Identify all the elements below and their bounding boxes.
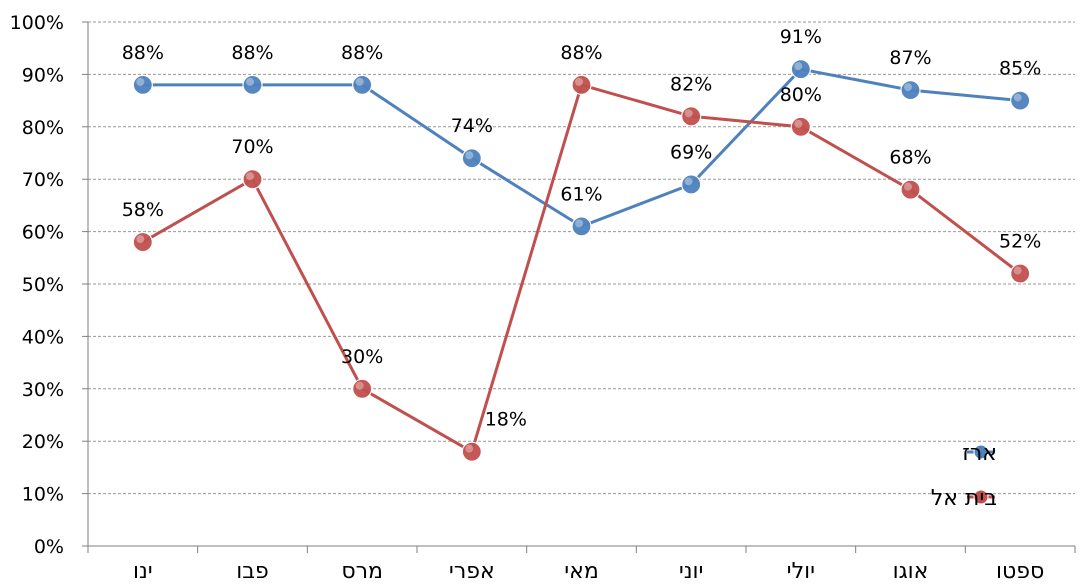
data-point xyxy=(1010,90,1031,111)
y-tick-label: 100% xyxy=(10,12,64,34)
x-tick-label: אוגו xyxy=(893,559,929,584)
data-point-highlight xyxy=(465,151,474,160)
data-point-highlight xyxy=(1013,266,1022,275)
data-point-highlight xyxy=(355,77,364,86)
data-point xyxy=(681,174,702,195)
data-point xyxy=(790,116,811,137)
data-label: 87% xyxy=(889,47,931,69)
data-label: 68% xyxy=(889,147,931,169)
data-label: 58% xyxy=(122,199,164,221)
data-point xyxy=(132,74,153,95)
data-point xyxy=(132,231,153,253)
y-tick-label: 70% xyxy=(22,169,64,191)
y-tick-label: 60% xyxy=(22,222,64,244)
legend-label: ארז xyxy=(962,441,997,466)
data-point xyxy=(1010,263,1031,284)
data-point xyxy=(571,74,592,95)
x-axis-ticks: ינו פבו מרס אפרי מאי יוני יולי אוגו ספטו xyxy=(87,546,1076,584)
x-tick-label: פבו xyxy=(236,559,268,584)
x-tick-label: ינו xyxy=(133,559,153,584)
axes xyxy=(87,22,1075,547)
y-tick-label: 10% xyxy=(22,484,64,506)
data-point xyxy=(461,148,482,169)
x-tick-label: מרס xyxy=(341,559,383,584)
data-label: 69% xyxy=(670,141,712,163)
data-point-highlight xyxy=(794,119,803,128)
data-label: 30% xyxy=(341,346,383,368)
data-point xyxy=(352,378,373,399)
y-tick-label: 90% xyxy=(22,64,64,86)
data-point-highlight xyxy=(246,77,254,86)
data-label: 88% xyxy=(122,42,164,64)
data-label: 70% xyxy=(231,136,273,158)
data-point-highlight xyxy=(1013,93,1022,102)
data-label: 82% xyxy=(670,73,712,95)
data-label: 80% xyxy=(780,84,822,106)
data-point xyxy=(790,59,811,80)
series-line xyxy=(142,83,1022,454)
data-point-highlight xyxy=(355,381,364,390)
y-tick-label: 80% xyxy=(22,117,64,139)
x-tick-label: יולי xyxy=(787,559,815,584)
data-label: 74% xyxy=(451,115,493,137)
data-point-highlight xyxy=(246,172,254,181)
data-label: 88% xyxy=(341,42,383,64)
legend-swatch-marker xyxy=(973,489,989,505)
y-axis-ticks: 0% 10% 20% 30% 40% 50% 60% 70% 80% 90% 100% xyxy=(10,12,88,558)
y-tick-label: 50% xyxy=(22,274,64,296)
data-point xyxy=(900,80,921,101)
data-label: 91% xyxy=(780,26,822,48)
data-point xyxy=(681,106,702,127)
data-point-highlight xyxy=(684,109,693,118)
data-label: 18% xyxy=(485,409,527,431)
data-label: 88% xyxy=(231,42,273,64)
data-point-highlight xyxy=(465,444,474,453)
data-point-highlight xyxy=(575,77,583,86)
data-point-highlight xyxy=(575,219,583,228)
data-point-highlight xyxy=(684,177,693,186)
data-point xyxy=(571,216,592,237)
legend-label: בית אל xyxy=(931,486,997,511)
data-point-highlight xyxy=(136,235,145,244)
legend-swatch-marker xyxy=(973,444,989,460)
data-point xyxy=(242,169,263,190)
data-point-highlight xyxy=(136,77,145,86)
data-point xyxy=(242,74,263,95)
data-label: 61% xyxy=(560,183,602,205)
data-label: 88% xyxy=(560,42,602,64)
y-tick-label: 40% xyxy=(22,326,64,348)
y-tick-label: 0% xyxy=(34,536,64,558)
data-label: 85% xyxy=(999,58,1041,80)
data-point xyxy=(352,74,373,95)
data-point-highlight xyxy=(794,62,803,71)
data-labels: 88% 88% 88% 74% 61% 69% 91% 87% 85% 58% 70% 30% 18% 8… xyxy=(122,26,1042,431)
grid-lines xyxy=(88,21,1075,495)
x-tick-label: אפרי xyxy=(449,559,495,584)
data-point-highlight xyxy=(904,182,912,191)
y-tick-label: 30% xyxy=(22,379,64,401)
data-point xyxy=(900,179,921,200)
data-point-highlight xyxy=(904,83,912,92)
y-tick-label: 20% xyxy=(22,431,64,453)
series-group xyxy=(132,59,1031,462)
x-tick-label: יוני xyxy=(679,559,704,584)
legend: ארז בית אל xyxy=(931,441,997,511)
data-label: 52% xyxy=(999,231,1041,253)
data-point xyxy=(461,441,482,462)
x-tick-label: ספטו xyxy=(996,559,1044,584)
x-tick-label: מאי xyxy=(564,559,599,584)
